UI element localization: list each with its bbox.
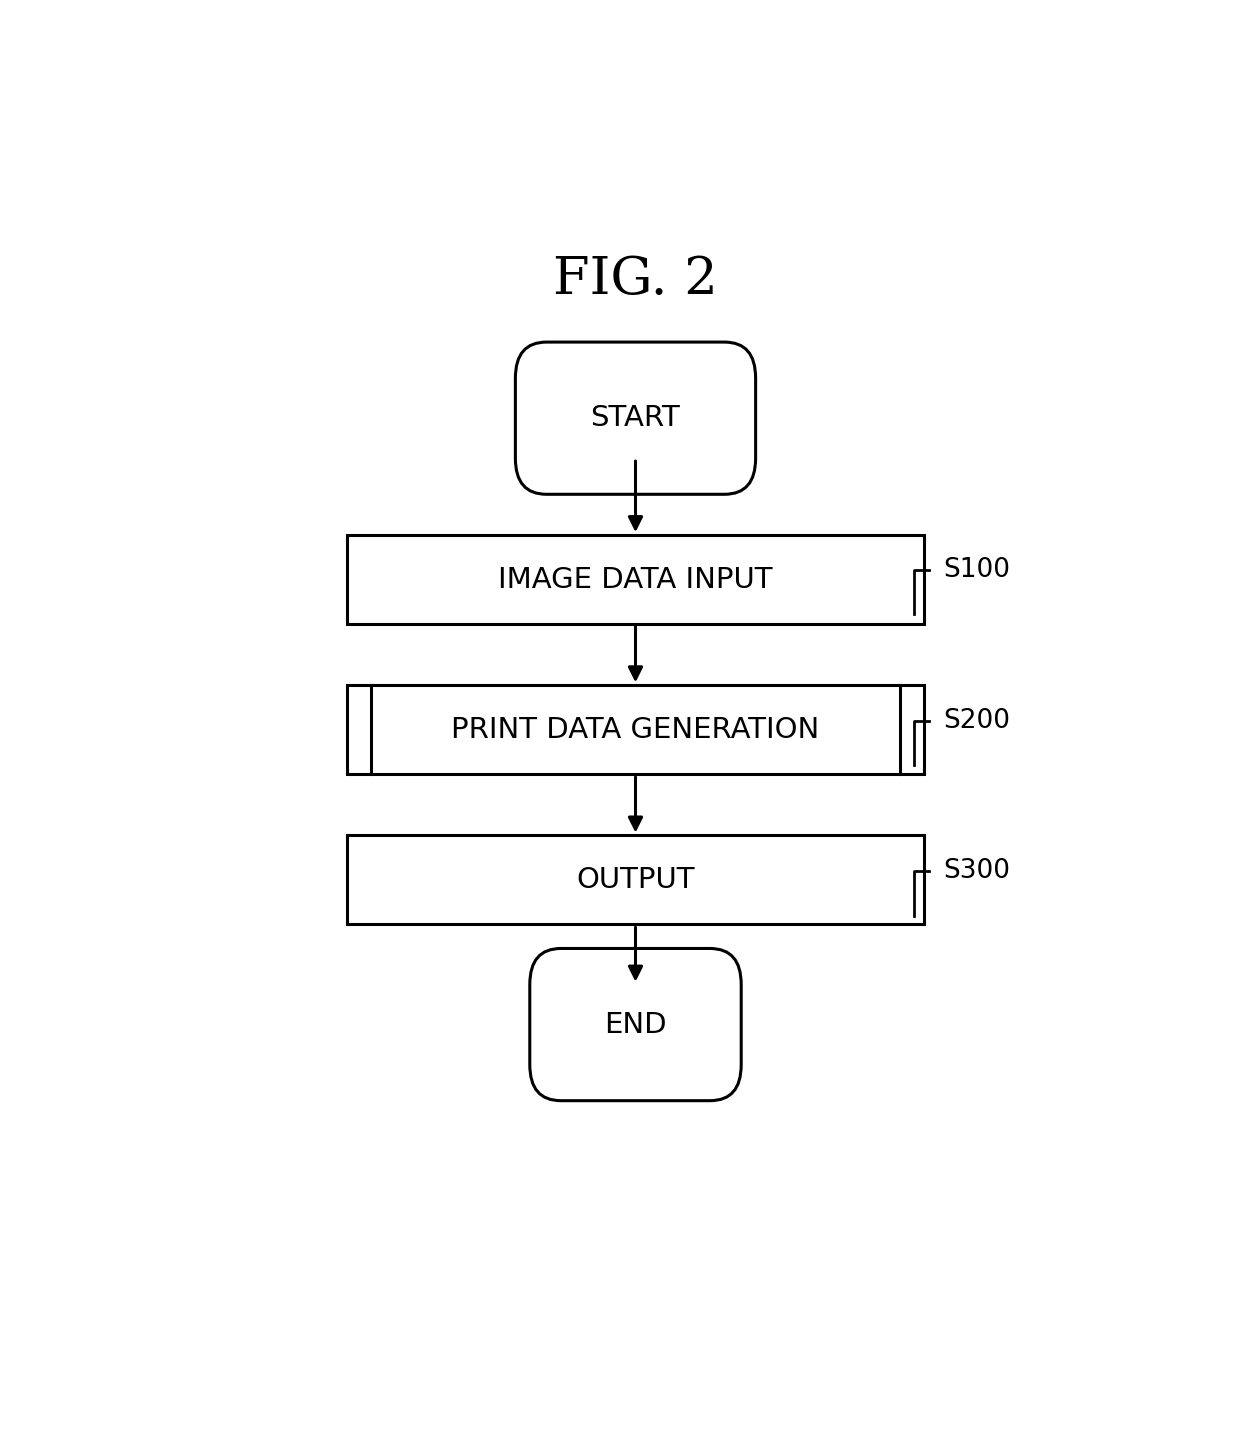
FancyBboxPatch shape <box>529 948 742 1101</box>
Text: S300: S300 <box>942 858 1011 884</box>
Text: START: START <box>590 405 681 432</box>
Bar <box>347 685 924 775</box>
Bar <box>347 835 924 925</box>
Text: S200: S200 <box>942 708 1011 734</box>
Text: PRINT DATA GENERATION: PRINT DATA GENERATION <box>451 715 820 744</box>
Text: IMAGE DATA INPUT: IMAGE DATA INPUT <box>498 565 773 594</box>
Text: OUTPUT: OUTPUT <box>577 866 694 894</box>
Text: S100: S100 <box>942 556 1011 582</box>
Text: END: END <box>604 1010 667 1039</box>
Text: FIG. 2: FIG. 2 <box>553 254 718 305</box>
FancyBboxPatch shape <box>516 342 755 494</box>
Bar <box>347 535 924 624</box>
